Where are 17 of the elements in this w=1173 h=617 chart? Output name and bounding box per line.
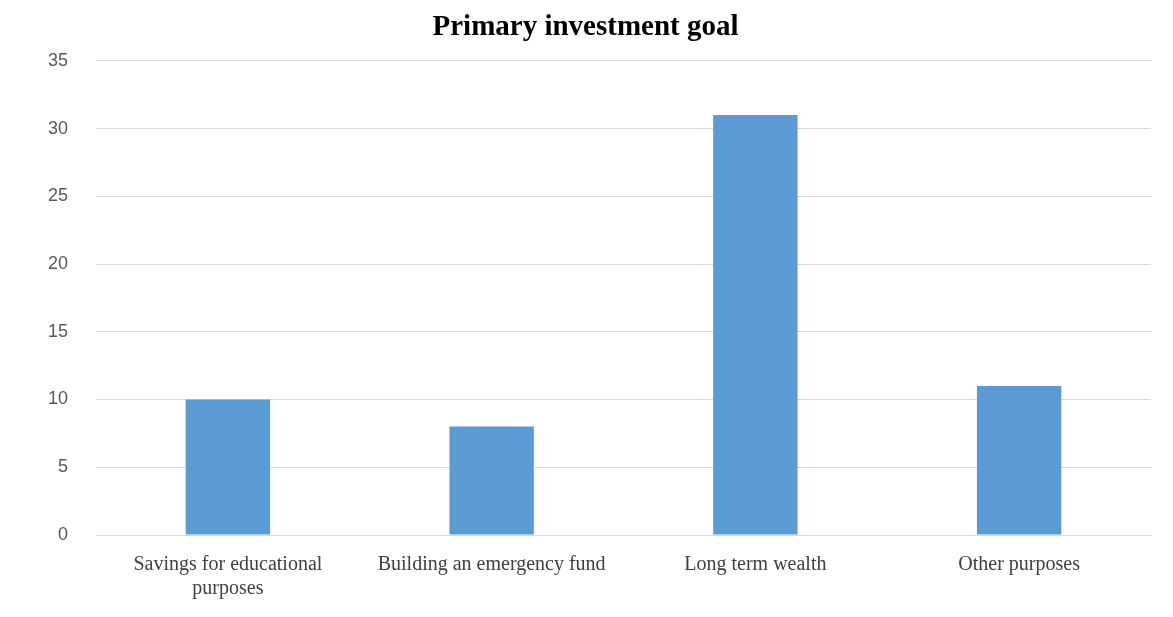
x-tick-label: Other purposes [958,552,1081,576]
y-tick-label: 30 [47,117,69,138]
chart-title: Primary investment goal [432,8,739,41]
y-tick-label: 5 [58,456,69,477]
bar [185,399,271,535]
y-tick-label: 15 [47,320,69,341]
bar [713,114,798,535]
x-tick-label: Savings for educational purposes [133,552,323,600]
y-tick-label: 25 [47,185,69,206]
y-tick-label: 0 [58,523,69,544]
y-tick-label: 10 [47,388,69,409]
x-tick-label: Building an emergency fund [377,552,606,576]
x-tick-label: Long term wealth [684,552,827,576]
y-tick-label: 35 [47,49,69,70]
bar [449,426,534,535]
bar [976,385,1062,535]
y-tick-label: 20 [47,253,69,273]
